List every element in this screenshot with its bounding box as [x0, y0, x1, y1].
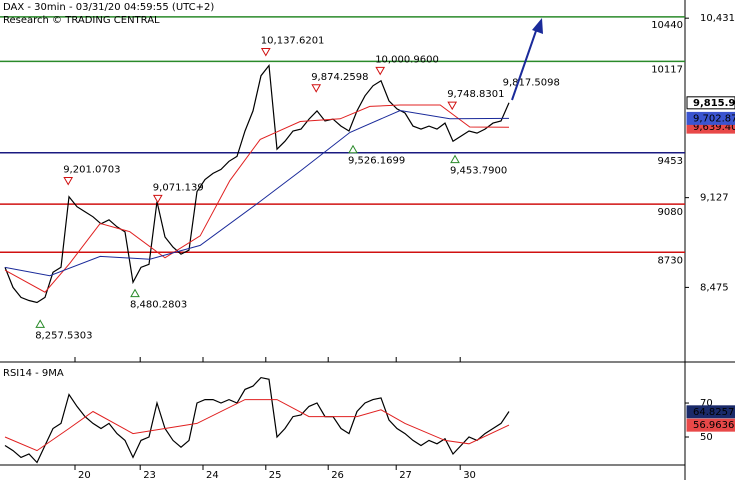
high-label: 9,748.8301 — [447, 89, 504, 100]
x-tick-label: 26 — [331, 470, 344, 480]
y-tick-label: 8,475 — [700, 282, 729, 293]
low-label: 9,453.7900 — [450, 166, 507, 177]
projection-arrow — [511, 27, 538, 101]
low-label: 8,257.5303 — [35, 330, 92, 341]
high-label: 9,071.139 — [153, 182, 204, 193]
last-value-label: 9,702.87 — [693, 113, 735, 124]
projection-arrow-head — [532, 18, 543, 34]
x-tick-label: 25 — [269, 470, 282, 480]
low-marker — [130, 288, 140, 298]
high-marker — [447, 101, 458, 111]
y-tick-label: 9,127 — [700, 193, 729, 204]
low-marker — [348, 144, 358, 154]
x-tick-label: 24 — [206, 470, 219, 480]
x-tick-label: 20 — [78, 470, 91, 480]
moving-average-line — [4, 399, 510, 452]
moving-average-line — [4, 104, 510, 293]
y-tick-label: 50 — [700, 432, 713, 443]
last-value-box — [686, 405, 735, 419]
y-tick-label: 70 — [700, 398, 713, 409]
x-tick-label: 30 — [463, 470, 476, 480]
low-marker — [450, 154, 460, 164]
rsi-title: RSI14 - 9MA — [3, 368, 64, 379]
last-value-box — [686, 418, 735, 432]
high-label: 9,201.0703 — [63, 164, 120, 175]
y-tick-label: 10,431 — [700, 13, 735, 24]
annotation: 9,817.5098 — [503, 78, 560, 89]
last-value-label: 64.8257 — [693, 407, 734, 418]
price-line — [4, 376, 510, 464]
level-label: 10440 — [651, 20, 683, 31]
level-label: 9080 — [658, 207, 683, 218]
high-marker — [152, 194, 163, 204]
level-label: 10117 — [651, 64, 683, 75]
plot-layer: 10,431 9,127 8,475 10440 10117 9453 9080 8730 9,… — [0, 13, 735, 480]
low-label: 8,480.2803 — [130, 300, 187, 311]
price-line — [4, 63, 510, 304]
high-marker — [260, 48, 271, 57]
level-label: 9453 — [658, 156, 683, 167]
last-value-box — [686, 111, 735, 125]
chart-title: DAX - 30min - 03/31/20 04:59:55 (UTC+2) — [3, 2, 214, 13]
high-marker — [63, 176, 74, 186]
low-marker — [35, 319, 46, 328]
x-tick-label: 27 — [399, 470, 412, 480]
last-value-label: 9,639.40 — [693, 122, 735, 133]
last-value-box — [686, 96, 735, 110]
last-value-label: 56.9636 — [693, 420, 734, 431]
high-marker — [375, 66, 386, 76]
low-label: 9,526.1699 — [348, 156, 405, 167]
high-label: 10,000.9600 — [375, 54, 439, 65]
moving-average-line — [4, 109, 510, 277]
last-value-label: 9,815.97 — [693, 98, 735, 109]
level-label: 8730 — [658, 255, 683, 266]
high-label: 10,137.6201 — [261, 36, 325, 47]
high-label: 9,874.2598 — [311, 72, 368, 83]
high-marker — [311, 84, 322, 93]
x-tick-label: 23 — [143, 470, 156, 480]
chart-subtitle: Research © TRADING CENTRAL — [3, 15, 160, 26]
